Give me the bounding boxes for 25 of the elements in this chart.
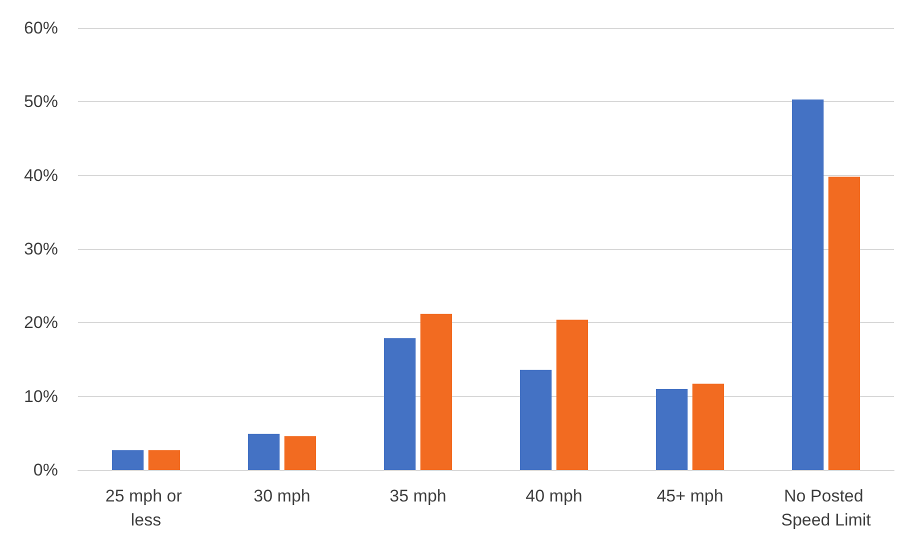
bar: [792, 99, 824, 470]
bar: [148, 450, 180, 470]
bar: [556, 320, 588, 470]
bar: [284, 436, 316, 470]
y-tick-label: 50%: [24, 92, 58, 112]
bar: [248, 434, 280, 470]
x-tick-label: No Posted Speed Limit: [781, 486, 872, 530]
y-tick-label: 30%: [24, 240, 58, 258]
y-tick-label: 20%: [24, 313, 58, 332]
y-tick-label: 40%: [24, 166, 58, 185]
bar: [420, 314, 452, 470]
y-tick-label: 10%: [24, 386, 58, 406]
y-tick-label: 0%: [33, 460, 58, 480]
y-tick-label: 60%: [24, 18, 58, 38]
x-tick-label: 40 mph: [526, 486, 582, 506]
x-tick-label: 25 mph or less: [105, 486, 187, 530]
bar: [692, 384, 724, 470]
bar: [520, 370, 552, 470]
x-tick-label: 35 mph: [390, 486, 446, 506]
bar: [112, 450, 144, 470]
x-tick-label: 30 mph: [254, 486, 310, 506]
bar: [656, 388, 688, 470]
bar: [828, 176, 860, 470]
x-tick-label: 45+ mph: [656, 486, 724, 506]
bar: [384, 338, 416, 470]
